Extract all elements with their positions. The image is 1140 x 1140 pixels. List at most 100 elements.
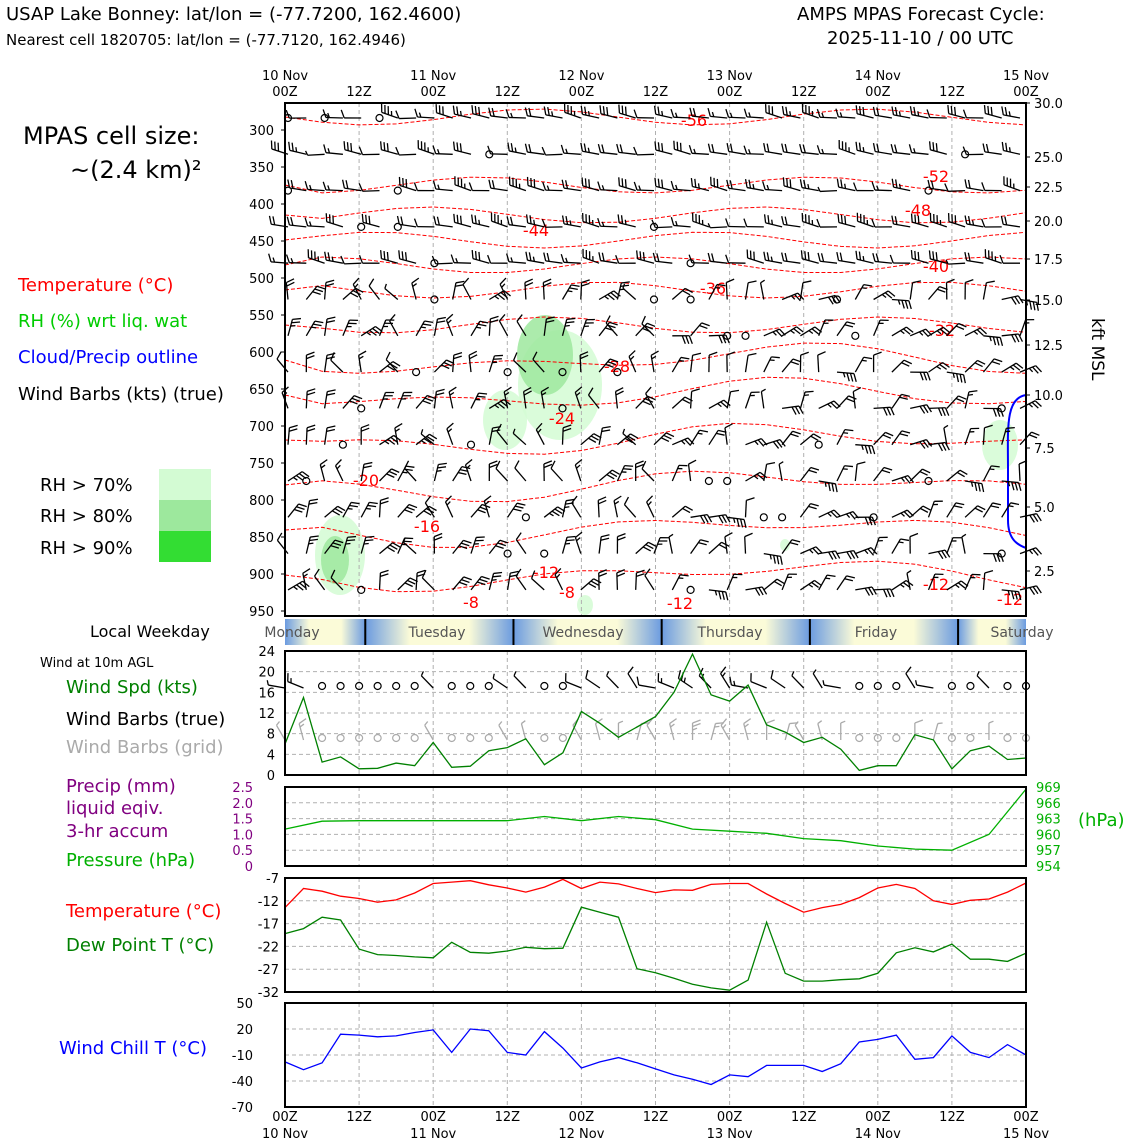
wind-barb: [708, 589, 729, 601]
wind-barb: [598, 534, 610, 554]
wind-barb: [726, 351, 736, 373]
wind-barb-flag: [609, 358, 619, 363]
wind-barb-staff: [823, 684, 841, 689]
wind-barb: [726, 389, 740, 409]
wind-barb: [1001, 502, 1020, 518]
wind-barb-flag: [959, 469, 968, 476]
wind-barb: [488, 571, 503, 591]
wind-barb: [580, 279, 590, 300]
wind-barb-staff: [891, 359, 905, 373]
wind-barb: [341, 179, 362, 192]
wind-barb-flag: [814, 579, 822, 586]
wind-barb: [1001, 480, 1022, 491]
wind-barb: [614, 387, 624, 409]
wind-barb-half-flag: [327, 112, 331, 118]
wind-barb-half-flag: [918, 331, 924, 336]
wind-barb: [488, 460, 498, 482]
wind-barb-flag: [372, 327, 380, 335]
wind-barb-staff: [799, 433, 814, 446]
wind-barb-flag: [950, 105, 953, 115]
wind-barb-staff: [498, 320, 509, 337]
wind-barb-staff: [580, 578, 595, 591]
wind-barb-staff: [674, 148, 691, 155]
wind-barb-half-flag: [827, 403, 832, 408]
wind-barb-flag: [955, 397, 965, 403]
wind-barb-staff: [389, 320, 399, 337]
wind-barb-half-flag: [994, 256, 997, 262]
wind-barb-flag: [817, 252, 821, 262]
wind-barb-flag: [661, 143, 664, 152]
wind-barb-flag: [462, 277, 470, 285]
wind-barb-flag: [277, 142, 280, 152]
wind-barb-flag: [352, 277, 360, 285]
wind-barb: [488, 539, 509, 555]
wind-barb-half-flag: [395, 428, 400, 432]
wind-barb-staff: [854, 464, 858, 482]
wind-barb: [304, 217, 325, 228]
wind-barb-flag: [364, 539, 374, 542]
wind-barb-flag: [355, 287, 364, 293]
wind-barb-flag: [621, 105, 624, 115]
wind-barb-flag: [889, 254, 894, 264]
wind-barb-flag: [270, 140, 273, 150]
wind-barb-half-flag: [383, 325, 389, 328]
wind-barb-staff: [943, 427, 948, 445]
wind-barb-flag: [796, 326, 804, 333]
calm-wind-circle: [947, 681, 957, 691]
wind-barb-flag: [982, 143, 986, 152]
wind-barb-staff: [579, 355, 582, 373]
wind-barb-flag: [991, 251, 993, 261]
wind-barb-flag: [987, 250, 990, 259]
wind-barb-flag: [620, 215, 624, 224]
temperature-contour: [284, 206, 1027, 224]
wind-barb-staff: [744, 536, 747, 554]
wind-barb-staff: [532, 358, 545, 373]
wind-barb-10m: [492, 673, 508, 689]
wind-barb-flag: [1011, 590, 1015, 600]
wind-barb: [946, 469, 968, 482]
wind-barb-staff: [928, 361, 943, 373]
wind-barb: [622, 428, 637, 446]
wind-barb-half-flag: [939, 219, 942, 225]
wind-barb-half-flag: [681, 440, 686, 445]
wind-barb-staff: [906, 573, 911, 591]
wind-barb-flag: [561, 215, 565, 224]
wind-barb: [854, 284, 873, 300]
wind-barb-flag: [456, 142, 459, 152]
wind-barb-grid: [794, 721, 805, 741]
wind-barb-flag: [838, 140, 840, 149]
wind-barb-half-flag: [293, 586, 298, 591]
wind-barb: [943, 424, 949, 445]
wind-barb-half-flag: [717, 403, 722, 408]
wind-barb-flag: [456, 106, 459, 115]
wind-barb-flag: [324, 251, 327, 261]
wind-barb: [505, 109, 526, 119]
wind-barb-flag: [781, 216, 785, 225]
wind-barb-staff: [527, 184, 545, 192]
wind-barb: [982, 143, 1002, 155]
wind-barb: [515, 532, 527, 554]
wind-barb-half-flag: [973, 330, 979, 335]
wind-barb: [999, 254, 1021, 264]
wind-barb-staff: [765, 259, 783, 264]
wind-barb: [543, 460, 553, 482]
wind-barb-half-flag: [290, 257, 294, 263]
wind-barb-half-flag: [533, 219, 536, 225]
wind-barb-flag: [992, 408, 997, 417]
wind-barb-flag: [323, 144, 327, 153]
wind-barb-flag: [396, 215, 400, 225]
wind-barb-flag: [956, 471, 965, 478]
wind-barb-flag: [503, 398, 511, 406]
wind-barb-flag: [682, 398, 691, 404]
wind-barb-half-flag: [913, 148, 916, 154]
wind-barb-flag: [343, 141, 346, 150]
wind-barb-flag: [914, 250, 917, 260]
wind-barb-staff: [571, 502, 582, 518]
wind-barb-staff: [746, 153, 764, 155]
wind-barb-half-flag: [748, 112, 751, 118]
wind-barb-half-flag: [584, 325, 589, 328]
bottom-hour-label: 12Z: [939, 1110, 965, 1125]
calm-wind-circle: [466, 681, 475, 691]
wind-barb-staff: [616, 282, 622, 300]
wind-barb-flag: [929, 212, 932, 222]
